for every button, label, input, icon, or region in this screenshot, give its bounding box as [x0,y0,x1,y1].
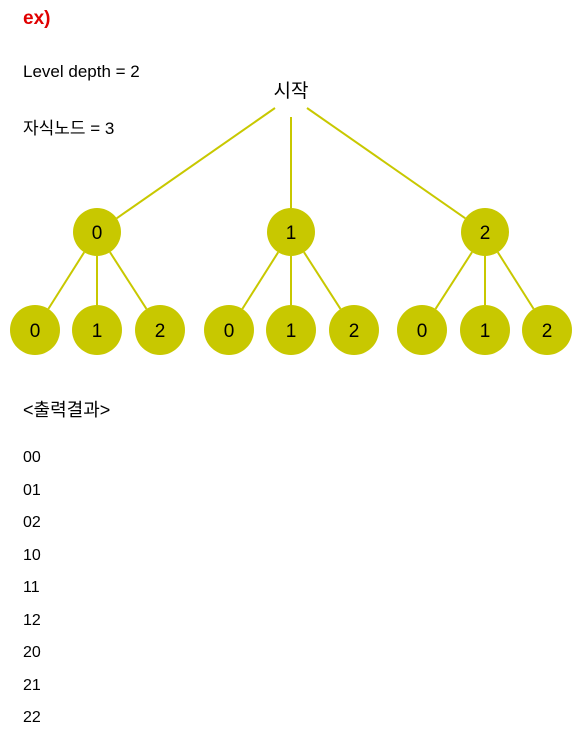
level1-node-2: 2 [461,208,509,256]
level2-node-2-2-label: 2 [542,321,553,342]
level2-node-1-2-circle [329,305,379,355]
level2-node-0-2-circle [135,305,185,355]
level1-node-0: 0 [73,208,121,256]
edge-root-to-0 [116,107,276,220]
output-list: 00 01 02 10 11 12 20 21 22 [23,445,41,738]
level1-node-1-label: 1 [286,223,297,244]
level2-node-0-1-label: 1 [92,321,103,342]
level1-node-1-circle [267,208,315,256]
level2-node-1-0-label: 0 [224,321,235,342]
level2-node-2-1: 1 [460,305,510,355]
level1-node-0-circle [73,208,121,256]
level2-node-2-0-circle [397,305,447,355]
level2-node-0-0: 0 [10,305,60,355]
edge-root-to-2 [306,107,466,220]
level2-node-2-2: 2 [522,305,572,355]
level1-node-1: 1 [267,208,315,256]
tree-diagram: 시작 0 0 1 2 1 0 1 2 2 0 1 2 [10,80,572,355]
example-label: ex) [23,8,51,29]
level2-node-1-1-label: 1 [286,321,297,342]
level1-node-2-circle [461,208,509,256]
output-line: 21 [23,676,41,694]
level2-node-1-0-circle [204,305,254,355]
edge-0-to-02 [109,251,148,310]
edge-0-to-00 [47,251,86,310]
output-line: 20 [23,644,41,661]
edge-1-to-12 [303,251,342,310]
level2-node-0-1-circle [72,305,122,355]
level2-node-0-1: 1 [72,305,122,355]
edge-2-to-20 [434,251,473,310]
level2-node-1-2: 2 [329,305,379,355]
level2-node-2-0: 0 [397,305,447,355]
level2-node-2-1-circle [460,305,510,355]
level1-node-0-label: 0 [92,223,103,244]
level2-node-0-2: 2 [135,305,185,355]
root-node-label: 시작 [274,80,309,102]
output-line: 22 [23,709,41,726]
edge-2-to-22 [496,251,535,310]
edge-1-to-10 [241,251,280,310]
level2-node-1-2-label: 2 [349,321,360,342]
child-nodes-text: 자식노드 = 3 [23,119,115,138]
level2-node-0-0-label: 0 [30,321,41,342]
level2-node-0-0-circle [10,305,60,355]
output-line: 11 [23,579,40,596]
level2-node-1-1-circle [266,305,316,355]
output-line: 02 [23,514,41,531]
output-line: 00 [23,449,41,466]
output-line: 10 [23,546,41,564]
level2-node-2-1-label: 1 [480,321,491,342]
output-title: <출력결과> [23,400,111,420]
level1-node-2-label: 2 [480,223,491,244]
level2-node-2-0-label: 0 [417,321,428,342]
level-depth-text: Level depth = 2 [23,62,140,81]
level2-node-1-0: 0 [204,305,254,355]
level2-node-0-2-label: 2 [155,321,166,342]
output-line: 01 [23,481,41,499]
level2-node-2-2-circle [522,305,572,355]
output-line: 12 [23,611,41,629]
level2-node-1-1: 1 [266,305,316,355]
